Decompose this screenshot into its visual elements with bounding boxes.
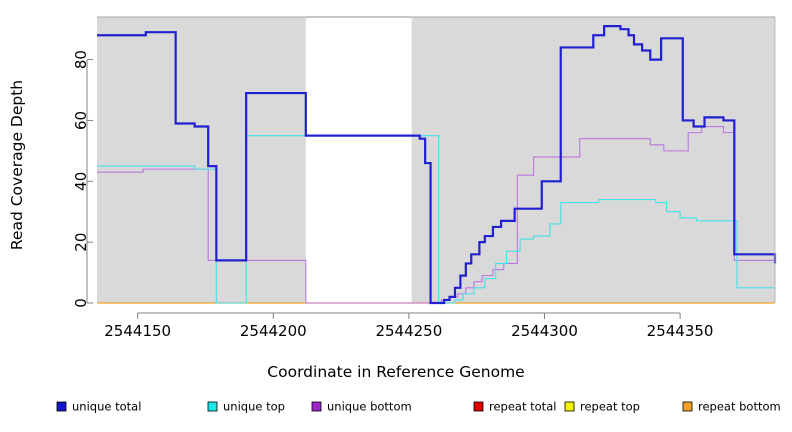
legend-swatch-repeat-total: [473, 401, 484, 412]
series-line-unique-top: [97, 135, 775, 304]
x-axis-ticks: 2544150 2544200 2544250 2544300 2544350: [104, 313, 713, 340]
panel-edges: [97, 16, 776, 303]
x-tick-label: 2544150: [104, 322, 171, 340]
mapped-region-left: [97, 17, 306, 303]
legend-swatch-repeat-bottom: [682, 401, 693, 412]
legend-label-repeat-bottom: repeat bottom: [698, 400, 781, 414]
x-tick-label: 2544350: [647, 322, 714, 340]
legend-swatch-unique-total: [56, 401, 67, 412]
y-tick-label: 0: [72, 298, 90, 308]
legend-label-unique-top: unique top: [223, 400, 285, 414]
x-tick-label: 2544200: [240, 322, 307, 340]
chart-legend: unique total unique top unique bottom repea…: [56, 400, 781, 414]
series-layer: [97, 25, 777, 305]
x-axis-title: Coordinate in Reference Genome: [267, 363, 524, 381]
legend-label-repeat-total: repeat total: [489, 400, 556, 414]
y-tick-label: 20: [72, 233, 90, 252]
y-tick-label: 60: [72, 111, 90, 130]
legend-swatch-unique-top: [207, 401, 218, 412]
series-line-unique-total: [97, 25, 777, 305]
y-axis-title: Read Coverage Depth: [8, 80, 26, 250]
y-tick-label: 40: [72, 172, 90, 191]
mapped-region-right: [411, 17, 775, 303]
x-tick-label: 2544250: [375, 322, 442, 340]
x-tick-label: 2544300: [511, 322, 578, 340]
legend-swatch-repeat-top: [564, 401, 575, 412]
panel-shading: [97, 17, 775, 303]
legend-label-unique-bottom: unique bottom: [327, 400, 412, 414]
y-tick-label: 80: [72, 50, 90, 69]
legend-swatch-unique-bottom: [311, 401, 322, 412]
y-axis-ticks: 0 20 40 60 80: [72, 50, 93, 308]
legend-label-unique-total: unique total: [72, 400, 141, 414]
legend-label-repeat-top: repeat top: [580, 400, 640, 414]
